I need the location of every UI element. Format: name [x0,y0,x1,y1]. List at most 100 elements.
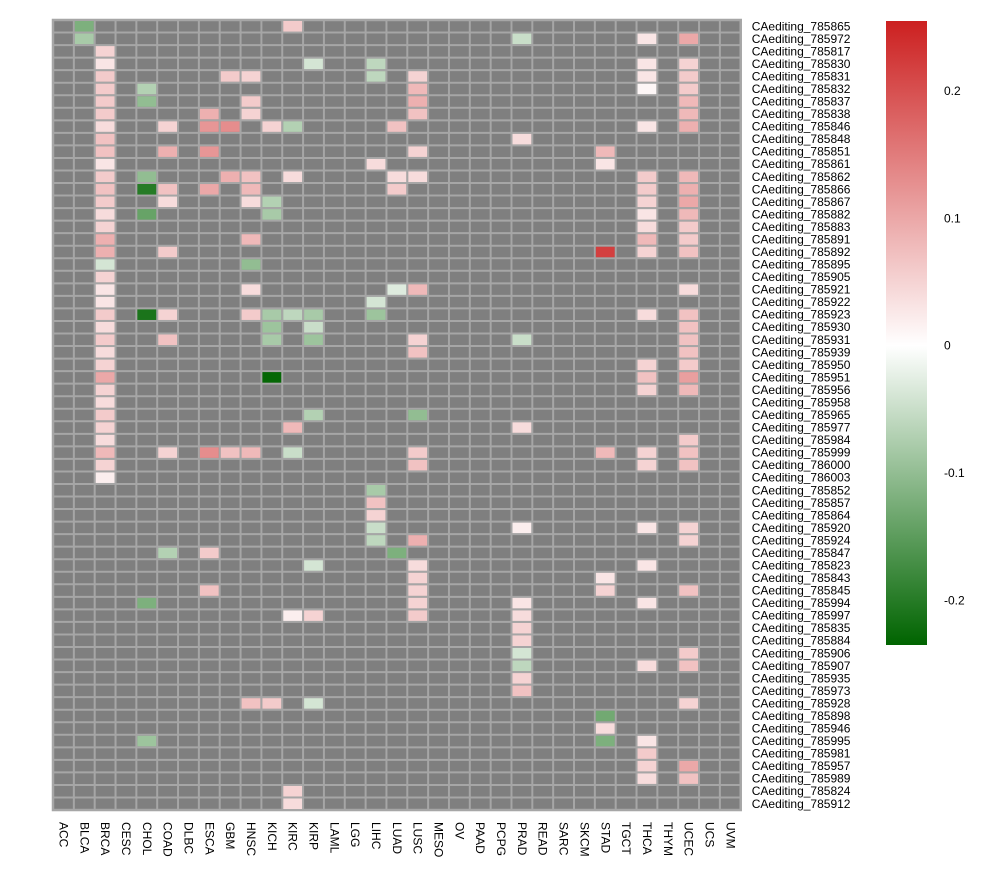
heatmap-cell [679,246,699,258]
heatmap-cell [637,171,657,183]
heatmap-cell [679,321,699,333]
heatmap-cell [95,472,115,483]
heatmap-cell [262,121,282,132]
column-label: PAAD [473,822,487,854]
heatmap-cell [512,334,532,346]
row-label: CAediting_785981 [752,747,851,761]
heatmap-cell [199,547,219,559]
heatmap-cell [512,685,532,697]
heatmap-cell [387,547,407,559]
row-label: CAediting_785907 [752,659,851,673]
heatmap-cell [95,108,115,120]
heatmap-cell [637,196,657,208]
row-label: CAediting_785957 [752,759,851,773]
heatmap-cell [408,610,428,621]
column-label: SKCM [577,822,591,857]
heatmap-cell [595,146,615,157]
heatmap-cell [387,171,407,183]
heatmap-cell [199,121,219,132]
heatmap-cell [595,158,615,170]
column-label: UVM [723,822,737,849]
row-label: CAediting_785923 [752,308,851,322]
row-label: CAediting_785995 [752,734,851,748]
row-label: CAediting_785977 [752,421,851,435]
row-label: CAediting_785845 [752,584,851,598]
heatmap-cell [387,184,407,195]
heatmap-cell [95,459,115,471]
heatmap-cell [679,171,699,183]
heatmap-cell [283,785,303,797]
heatmap-cell [304,610,323,621]
heatmap-cell [408,146,428,157]
heatmap-cell [220,121,240,132]
column-labels: ACC BLCA BRCA CESC CHOL COAD DLBC ESCA GBM HNSC KI… [56,822,737,857]
row-label: CAediting_785823 [752,558,851,572]
heatmap-cell [408,459,428,471]
row-label: CAediting_785846 [752,120,851,134]
heatmap-cell [637,83,657,95]
heatmap-cell [366,497,386,509]
heatmap-cell [199,146,219,157]
row-label: CAediting_785931 [752,333,851,347]
heatmap-cell [408,409,428,421]
row-label: CAediting_785920 [752,521,851,535]
heatmap-cell [283,798,303,810]
heatmap-cell [74,21,94,32]
heatmap-cell [95,71,115,82]
row-label: CAediting_785951 [752,370,851,384]
heatmap-cell [637,359,657,371]
heatmap-cell [637,522,657,534]
heatmap-cell [637,748,657,759]
heatmap-cell [158,309,178,320]
column-label: KIRC [286,822,300,851]
heatmap-cell [241,284,261,295]
heatmap-cell [95,284,115,295]
heatmap-cell [241,447,261,458]
heatmap-cell [137,96,157,107]
heatmap-cell [679,434,699,446]
row-label: CAediting_785866 [752,182,851,196]
heatmap-cell [241,184,261,195]
heatmap-cell [408,108,428,120]
row-label: CAediting_785892 [752,245,851,259]
heatmap-cell [679,83,699,95]
color-legend-tick-label: 0 [944,339,951,353]
heatmap-cell [199,585,219,596]
column-label: GBM [223,822,237,849]
color-legend-bar [886,21,927,645]
heatmap-cell [262,196,282,208]
row-label: CAediting_785852 [752,483,851,497]
color-legend-tick-label: 0.2 [944,84,961,98]
heatmap-cell [158,184,178,195]
heatmap-cell [637,246,657,258]
column-label: COAD [161,822,175,857]
heatmap-cell [408,334,428,346]
column-label: THCA [640,822,654,855]
heatmap-cell [366,510,386,521]
heatmap-cell [95,58,115,70]
color-legend-tick-label: -0.1 [944,466,965,480]
heatmap-cell [679,760,699,772]
heatmap-cell [158,146,178,157]
column-label: PCPG [494,822,508,856]
row-label: CAediting_785883 [752,220,851,234]
row-label: CAediting_785862 [752,170,851,184]
row-label: CAediting_785865 [752,19,851,33]
row-label: CAediting_786003 [752,471,851,485]
heatmap-cell [220,447,240,458]
heatmap-cell [283,309,303,320]
heatmap-cell [95,397,115,408]
column-label: SARC [557,822,571,856]
heatmap-cell [95,359,115,371]
heatmap-cell [679,309,699,320]
row-label: CAediting_785830 [752,57,851,71]
heatmap-cell [95,171,115,183]
heatmap-cell [595,710,615,722]
heatmap-cell [387,284,407,295]
row-label: CAediting_785851 [752,145,851,159]
heatmap-cell [512,660,532,672]
heatmap-cell [241,196,261,208]
row-label: CAediting_785848 [752,132,851,146]
heatmap-cell [262,321,282,333]
row-label: CAediting_785864 [752,508,851,522]
